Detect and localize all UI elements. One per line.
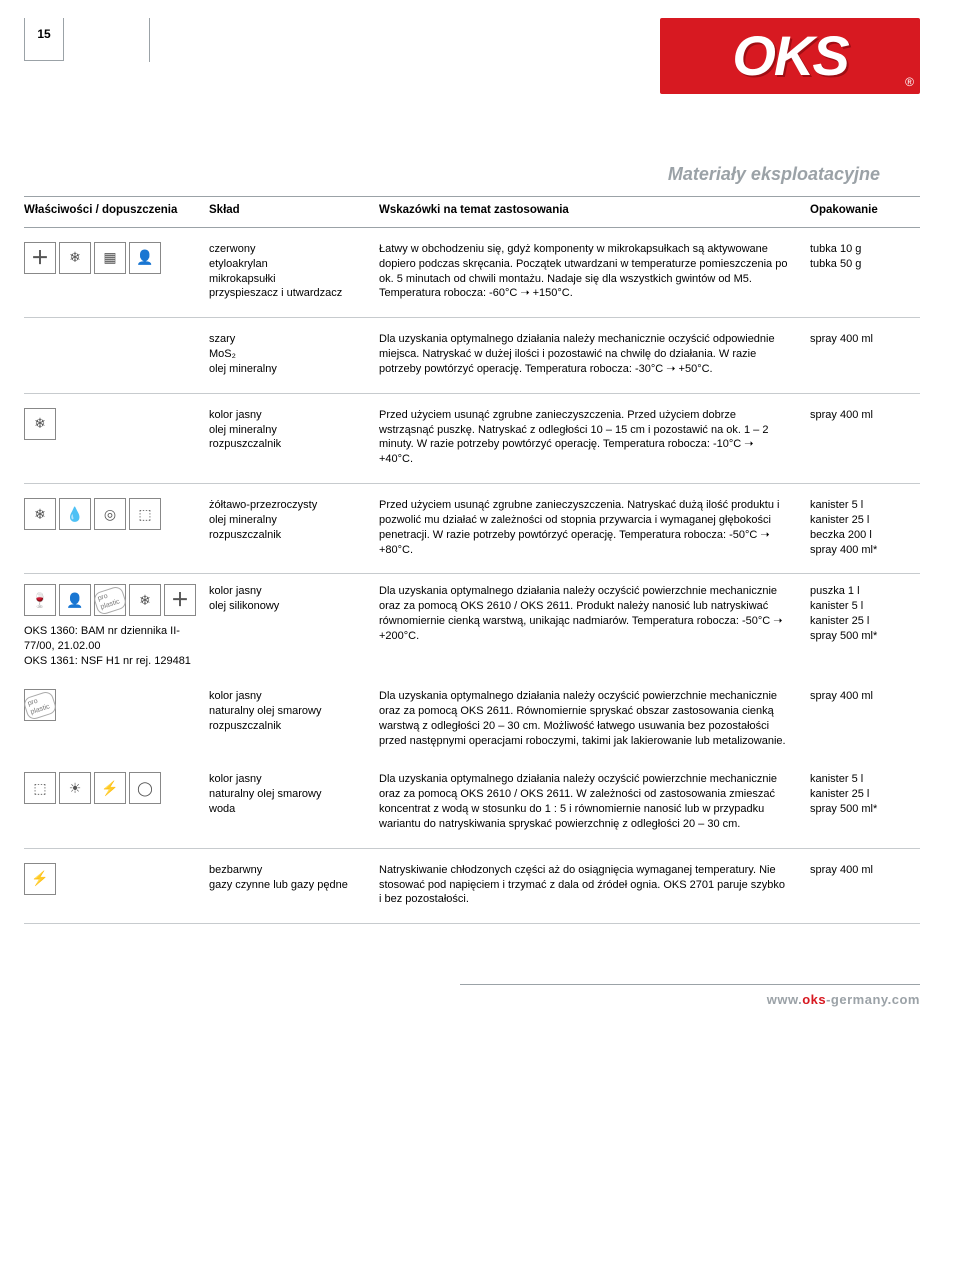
property-icon: ＋ (164, 584, 196, 616)
icon-group: ❄ (24, 408, 197, 440)
header: 15 OKS ® (0, 0, 960, 102)
cell-packaging: spray 400 ml (810, 689, 920, 748)
cell-application: Dla uzyskania optymalnego działania nale… (379, 332, 810, 377)
page-number: 15 (24, 18, 64, 61)
header-tab (60, 18, 150, 62)
footer: www.oks-germany.com (0, 984, 960, 1033)
icon-group: ⬚☀⚡◯ (24, 772, 197, 804)
table-row: pro plastic kolor jasny naturalny olej sm… (24, 679, 920, 758)
cell-properties: 🍷👤pro plastic❄＋ OKS 1360: BAM nr dziennik… (24, 584, 209, 669)
icon-group: ❄💧◎⬚ (24, 498, 197, 530)
property-icon: ⚡ (24, 863, 56, 895)
cell-properties: pro plastic (24, 689, 209, 748)
property-icon: pro plastic (94, 584, 126, 616)
cell-application: Natryskiwanie chłodzonych części aż do o… (379, 863, 810, 908)
icon-group: 🍷👤pro plastic❄＋ (24, 584, 197, 616)
cell-composition: kolor jasny naturalny olej smarowy rozpu… (209, 689, 379, 748)
cell-packaging: puszka 1 l kanister 5 l kanister 25 l sp… (810, 584, 920, 669)
page-number-value: 15 (37, 27, 50, 41)
property-icon: 💧 (59, 498, 91, 530)
cell-application: Dla uzyskania optymalnego działania nale… (379, 584, 810, 669)
oks-logo: OKS ® (660, 18, 920, 94)
column-header-properties: Właściwości / dopuszczenia (24, 203, 209, 219)
logo-text: OKS (732, 18, 847, 94)
cell-properties: ❄💧◎⬚ (24, 498, 209, 557)
column-header-application: Wskazówki na temat zastosowania (379, 203, 810, 219)
property-icon: 🍷 (24, 584, 56, 616)
table-row: ⚡ bezbarwny gazy czynne lub gazy pędneNat… (24, 849, 920, 925)
cell-application: Łatwy w obchodzeniu się, gdyż komponenty… (379, 242, 810, 301)
property-icon: ▦ (94, 242, 126, 274)
cell-application: Przed użyciem usunąć zgrubne zanieczyszc… (379, 498, 810, 557)
cell-application: Dla uzyskania optymalnego działania nale… (379, 689, 810, 748)
table-row: ❄ kolor jasny olej mineralny rozpuszczaln… (24, 394, 920, 484)
table-row: ＋❄▦👤 czerwony etyloakrylan mikrokapsułki … (24, 228, 920, 318)
approvals-text: OKS 1360: BAM nr dziennika II-77/00, 21.… (24, 624, 197, 669)
cell-packaging: spray 400 ml (810, 332, 920, 377)
property-icon: ◯ (129, 772, 161, 804)
property-icon: ❄ (129, 584, 161, 616)
cell-packaging: kanister 5 l kanister 25 l beczka 200 l … (810, 498, 920, 557)
pro-plastic-icon: pro plastic (92, 585, 128, 616)
column-header-composition: Skład (209, 203, 379, 219)
cell-properties: ＋❄▦👤 (24, 242, 209, 301)
cell-properties: ❄ (24, 408, 209, 467)
table-row: ⬚☀⚡◯ kolor jasny naturalny olej smarowy w… (24, 758, 920, 848)
cell-composition: bezbarwny gazy czynne lub gazy pędne (209, 863, 379, 908)
cell-packaging: tubka 10 g tubka 50 g (810, 242, 920, 301)
cell-composition: kolor jasny olej silikonowy (209, 584, 379, 669)
table-row: ❄💧◎⬚ żółtawo-przezroczysty olej mineralny… (24, 484, 920, 574)
cell-composition: żółtawo-przezroczysty olej mineralny roz… (209, 498, 379, 557)
url-suffix: -germany.com (826, 992, 920, 1007)
cell-application: Dla uzyskania optymalnego działania nale… (379, 772, 810, 831)
property-icon: ❄ (59, 242, 91, 274)
property-icon: 👤 (59, 584, 91, 616)
cell-packaging: spray 400 ml (810, 408, 920, 467)
section-title: Materiały eksploatacyjne (24, 102, 920, 197)
url-brand: oks (802, 992, 826, 1007)
property-icon: ⚡ (94, 772, 126, 804)
icon-group: ＋❄▦👤 (24, 242, 197, 274)
pro-plastic-icon: pro plastic (22, 689, 58, 720)
table-row: 🍷👤pro plastic❄＋ OKS 1360: BAM nr dziennik… (24, 574, 920, 679)
column-header-packaging: Opakowanie (810, 203, 920, 219)
property-icon: ⬚ (24, 772, 56, 804)
footer-url: www.oks-germany.com (0, 991, 920, 1009)
property-icon: ❄ (24, 408, 56, 440)
property-icon: pro plastic (24, 689, 56, 721)
cell-composition: kolor jasny olej mineralny rozpuszczalni… (209, 408, 379, 467)
property-icon: 👤 (129, 242, 161, 274)
cell-application: Przed użyciem usunąć zgrubne zanieczyszc… (379, 408, 810, 467)
logo-registered: ® (905, 74, 914, 90)
property-icon: ❄ (24, 498, 56, 530)
property-icon: ＋ (24, 242, 56, 274)
property-icon: ⬚ (129, 498, 161, 530)
url-prefix: www. (767, 992, 802, 1007)
icon-group: pro plastic (24, 689, 197, 721)
materials-table: Właściwości / dopuszczenia Skład Wskazów… (24, 197, 920, 924)
cell-properties (24, 332, 209, 377)
property-icon: ☀ (59, 772, 91, 804)
cell-properties: ⬚☀⚡◯ (24, 772, 209, 831)
cell-composition: czerwony etyloakrylan mikrokapsułki przy… (209, 242, 379, 301)
cell-packaging: spray 400 ml (810, 863, 920, 908)
property-icon: ◎ (94, 498, 126, 530)
cell-composition: kolor jasny naturalny olej smarowy woda (209, 772, 379, 831)
cell-composition: szary MoS₂ olej mineralny (209, 332, 379, 377)
icon-group: ⚡ (24, 863, 197, 895)
table-header: Właściwości / dopuszczenia Skład Wskazów… (24, 197, 920, 228)
cell-packaging: kanister 5 l kanister 25 l spray 500 ml* (810, 772, 920, 831)
table-row: szary MoS₂ olej mineralnyDla uzyskania o… (24, 318, 920, 394)
cell-properties: ⚡ (24, 863, 209, 908)
